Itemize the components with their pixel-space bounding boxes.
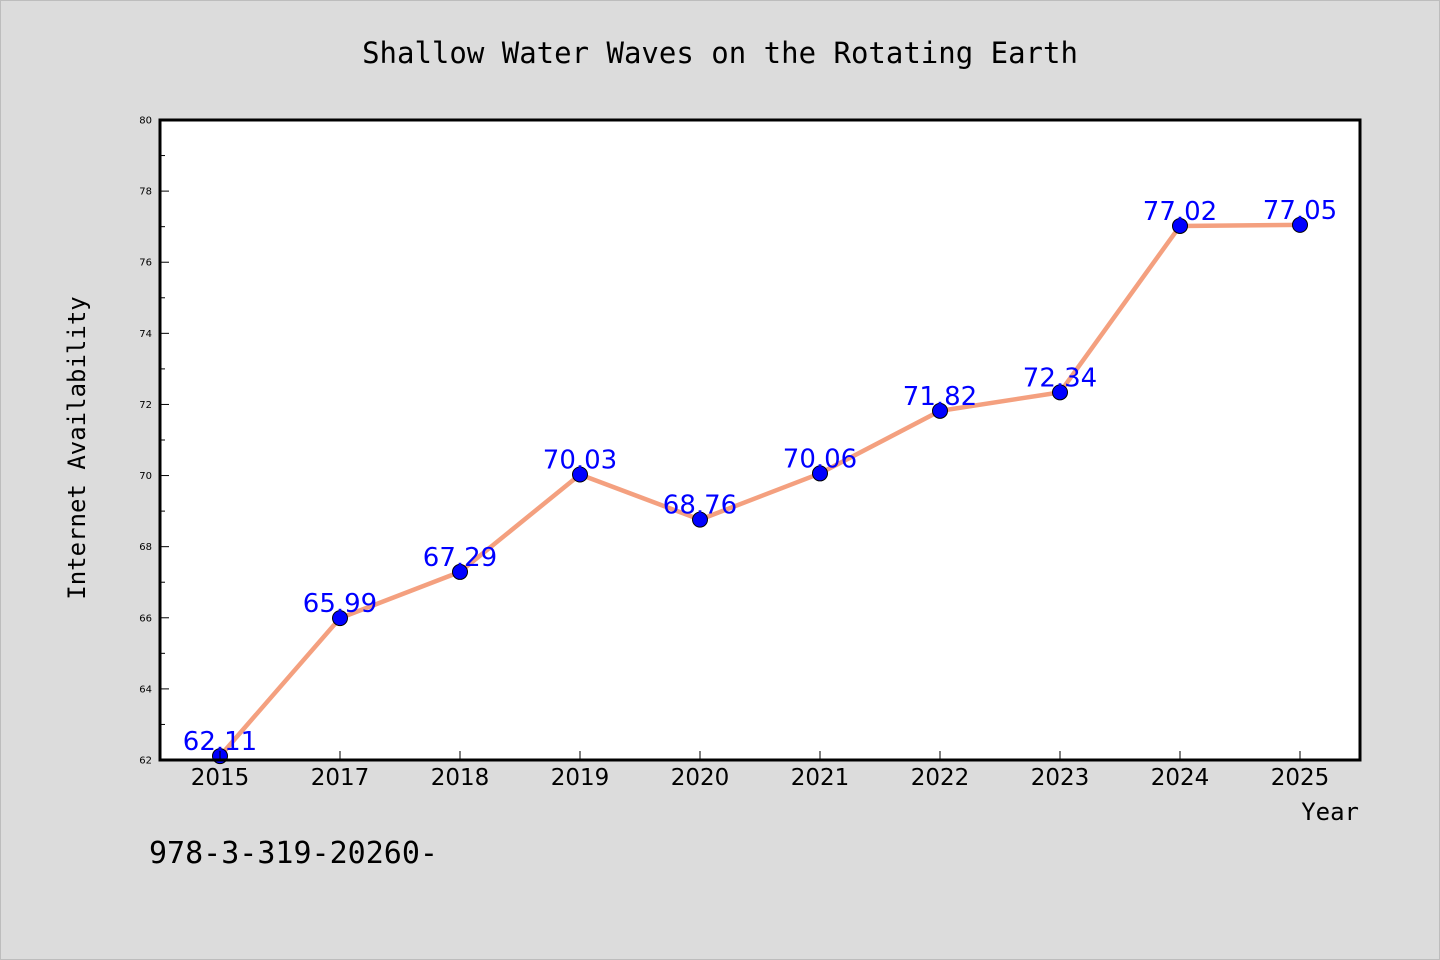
data-point xyxy=(1172,217,1188,234)
y-tick-label: 70 xyxy=(139,471,152,482)
x-axis-label: Year xyxy=(1301,798,1359,826)
y-tick-label: 64 xyxy=(139,684,152,695)
data-point xyxy=(932,402,948,419)
data-label: 68.76 xyxy=(663,491,737,521)
x-tick-label: 2017 xyxy=(311,765,370,791)
data-label: 65.99 xyxy=(303,589,377,619)
y-tick-label: 66 xyxy=(139,613,152,624)
data-point xyxy=(1052,384,1068,401)
data-point xyxy=(572,466,588,483)
data-point xyxy=(452,563,468,580)
data-label: 77.02 xyxy=(1143,197,1217,227)
marker-layer xyxy=(212,216,1308,765)
x-tick-label: 2015 xyxy=(191,765,250,791)
data-point xyxy=(812,465,828,482)
data-label: 67.29 xyxy=(423,543,497,573)
data-point xyxy=(692,511,708,528)
y-axis: 62 64 66 68 70 72 74 76 78 80 xyxy=(139,116,169,767)
y-tick-label: 78 xyxy=(139,187,152,198)
data-label: 70.06 xyxy=(783,444,857,474)
y-tick-label: 76 xyxy=(139,258,152,269)
data-point xyxy=(332,610,348,627)
x-tick-label: 2019 xyxy=(551,765,610,791)
y-tick-label: 68 xyxy=(139,542,152,553)
x-tick-label: 2024 xyxy=(1151,765,1210,791)
data-point xyxy=(1292,216,1308,233)
data-label: 70.03 xyxy=(543,445,617,475)
data-label: 71.82 xyxy=(903,382,977,412)
x-tick-label: 2020 xyxy=(671,765,730,791)
series-line-layer xyxy=(217,222,1303,759)
x-tick-label: 2021 xyxy=(791,765,850,791)
plot-area xyxy=(160,120,1360,760)
y-axis-label: Internet Availability xyxy=(63,296,91,599)
plot-frame xyxy=(158,118,1362,762)
x-tick-label: 2023 xyxy=(1031,765,1090,791)
data-label-layer: 62.1165.9967.2970.0368.7670.0671.8272.34… xyxy=(183,196,1337,757)
chart-title: Shallow Water Waves on the Rotating Eart… xyxy=(362,36,1078,70)
x-tick-label: 2025 xyxy=(1271,765,1330,791)
y-tick-label: 74 xyxy=(139,329,152,340)
y-tick-label: 80 xyxy=(139,116,152,127)
y-tick-label: 62 xyxy=(139,756,152,767)
data-label: 77.05 xyxy=(1263,196,1337,226)
x-tick-label: 2022 xyxy=(911,765,970,791)
footer-text: 978-3-319-20260- xyxy=(149,836,438,871)
x-tick-label: 2018 xyxy=(431,765,490,791)
y-tick-label: 72 xyxy=(139,400,152,411)
series-line xyxy=(217,222,1303,759)
data-label: 72.34 xyxy=(1023,363,1097,393)
x-axis: 2015 2017 2018 2019 2020 2021 2022 2023 2024 2025 xyxy=(191,751,1330,791)
